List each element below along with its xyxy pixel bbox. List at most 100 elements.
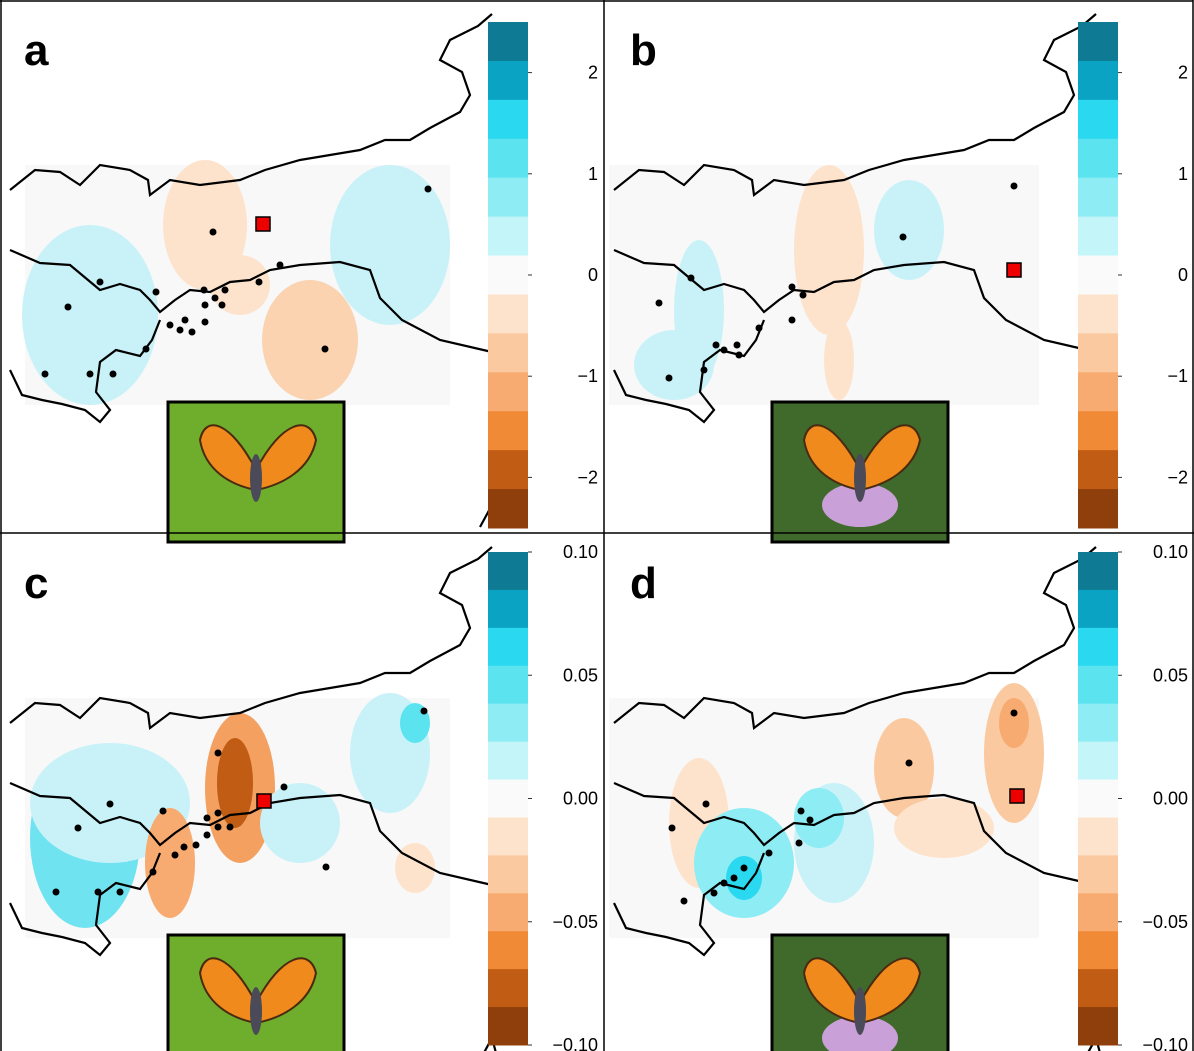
- colorbar-band: [488, 139, 528, 178]
- panel-label: c: [24, 559, 48, 608]
- site-dot: [656, 300, 663, 307]
- colorbar-band: [488, 333, 528, 372]
- site-dot: [703, 801, 710, 808]
- colorbar-tick-label: −1: [1167, 366, 1188, 386]
- colorbar-band: [1078, 100, 1118, 139]
- colorbar-tick-label: 0: [588, 265, 598, 285]
- colorbar-tick-label: 1: [588, 164, 598, 184]
- colorbar-band: [1078, 294, 1118, 333]
- colorbar-tick-label: −2: [577, 467, 598, 487]
- site-dot: [202, 319, 209, 326]
- colorbar-band: [1078, 1007, 1118, 1045]
- colorbar-band: [1078, 590, 1118, 628]
- colorbar-band: [1078, 22, 1118, 61]
- butterfly-body: [250, 454, 262, 502]
- site-dot: [731, 875, 738, 882]
- site-dot: [215, 750, 222, 757]
- colorbar-band: [1078, 256, 1118, 295]
- site-dot: [204, 815, 211, 822]
- site-dot: [65, 304, 72, 311]
- panel-label: d: [630, 559, 657, 608]
- site-dot: [107, 801, 114, 808]
- site-dot: [681, 898, 688, 905]
- colorbar-tick-label: −1: [577, 366, 598, 386]
- colorbar-band: [1078, 372, 1118, 411]
- colorbar-band: [488, 489, 528, 528]
- colorbar-tick-label: 2: [1178, 63, 1188, 83]
- colorbar-tick-label: 0.00: [563, 789, 598, 809]
- contour-area: [794, 165, 864, 335]
- butterfly-body: [250, 987, 262, 1035]
- contour-area: [262, 280, 358, 400]
- contour-area: [894, 798, 994, 858]
- site-dot: [798, 808, 805, 815]
- colorbar-band: [1078, 780, 1118, 818]
- colorbar-band: [488, 666, 528, 704]
- colorbar-tick-label: 0.00: [1153, 789, 1188, 809]
- colorbar-band: [488, 893, 528, 931]
- reference-site: [257, 794, 271, 808]
- site-dot: [150, 869, 157, 876]
- reference-site: [1007, 263, 1021, 277]
- colorbar-tick-label: 0: [1178, 265, 1188, 285]
- site-dot: [212, 295, 219, 302]
- contour-area: [794, 788, 844, 848]
- colorbar-band: [488, 590, 528, 628]
- site-dot: [789, 284, 796, 291]
- colorbar-band: [488, 969, 528, 1007]
- site-dot: [215, 810, 222, 817]
- contour-area: [22, 225, 158, 405]
- colorbar-band: [1078, 61, 1118, 100]
- colorbar-band: [488, 61, 528, 100]
- site-dot: [202, 302, 209, 309]
- site-dot: [53, 889, 60, 896]
- site-dot: [189, 329, 196, 336]
- site-dot: [110, 371, 117, 378]
- colorbar-band: [488, 178, 528, 217]
- site-dot: [219, 302, 226, 309]
- colorbar-band: [488, 450, 528, 489]
- colorbar-band: [488, 628, 528, 666]
- site-dot: [1011, 710, 1018, 717]
- colorbar-tick-label: 2: [588, 63, 598, 83]
- colorbar-tick-label: 0.10: [563, 542, 598, 562]
- colorbar-band: [488, 704, 528, 742]
- colorbar-band: [1078, 217, 1118, 256]
- colorbar-band: [488, 1007, 528, 1045]
- site-dot: [227, 824, 234, 831]
- site-dot: [736, 352, 743, 359]
- colorbar-tick-label: −0.10: [552, 1035, 598, 1051]
- colorbar-band: [1078, 178, 1118, 217]
- colorbar-band: [488, 780, 528, 818]
- colorbar-band: [1078, 742, 1118, 780]
- colorbar-band: [488, 22, 528, 61]
- site-dot: [281, 784, 288, 791]
- colorbar-band: [488, 855, 528, 893]
- panel-label: b: [630, 26, 657, 75]
- colorbar-tick-label: 0.05: [563, 665, 598, 685]
- site-dot: [756, 325, 763, 332]
- colorbar-band: [488, 294, 528, 333]
- site-dot: [906, 760, 913, 767]
- site-dot: [796, 840, 803, 847]
- colorbar-band: [488, 742, 528, 780]
- colorbar-band: [488, 552, 528, 590]
- contour-area: [824, 320, 854, 400]
- colorbar-band: [1078, 333, 1118, 372]
- site-dot: [323, 864, 330, 871]
- site-dot: [277, 262, 284, 269]
- colorbar-band: [1078, 552, 1118, 590]
- colorbar-band: [1078, 666, 1118, 704]
- colorbar-band: [488, 100, 528, 139]
- site-dot: [669, 825, 676, 832]
- site-dot: [75, 825, 82, 832]
- site-dot: [153, 289, 160, 296]
- colorbar-tick-label: −2: [1167, 467, 1188, 487]
- colorbar-band: [488, 372, 528, 411]
- colorbar-tick-label: −0.05: [1142, 912, 1188, 932]
- panel-label: a: [24, 26, 49, 75]
- colorbar-band: [1078, 704, 1118, 742]
- site-dot: [181, 844, 188, 851]
- site-dot: [210, 229, 217, 236]
- colorbar-band: [1078, 931, 1118, 969]
